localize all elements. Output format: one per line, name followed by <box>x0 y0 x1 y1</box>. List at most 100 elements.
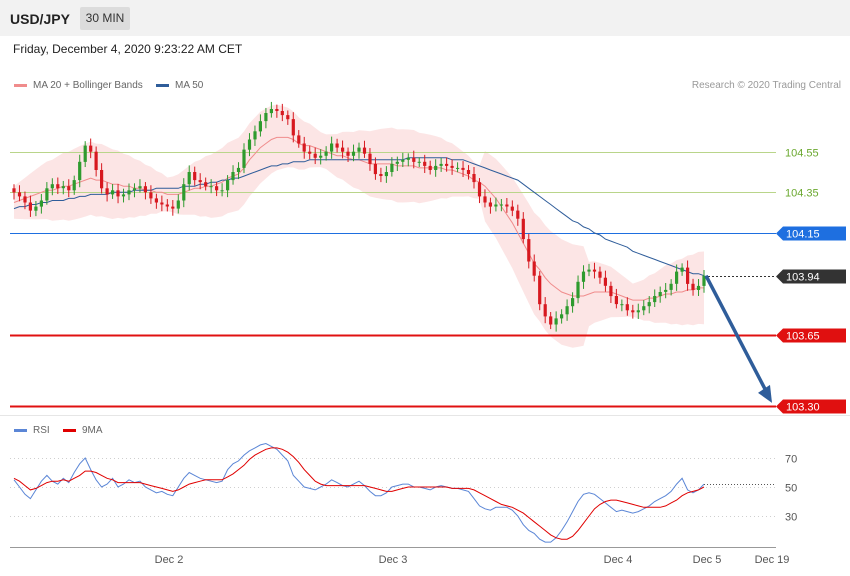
level-label-3: 103.94 <box>786 272 820 284</box>
candle-body <box>581 271 586 282</box>
candle-body <box>78 161 82 181</box>
candle-body <box>319 155 323 158</box>
ma50-swatch <box>156 84 169 87</box>
candle-body <box>247 139 252 150</box>
candle-body <box>116 190 120 197</box>
timeframe-button[interactable]: 30 MIN <box>80 7 130 30</box>
candle-body <box>187 172 191 185</box>
candle-body <box>154 198 158 203</box>
legend-ma50: MA 50 <box>156 80 203 91</box>
candle-body <box>538 275 542 305</box>
rsi-tick-30: 30 <box>785 512 797 524</box>
candle-body <box>609 285 613 297</box>
rsi-swatch <box>14 429 27 432</box>
candle-body <box>466 170 471 175</box>
symbol-label: USD/JPY <box>10 11 70 27</box>
candle-body <box>143 186 147 193</box>
ma50-legend-label: MA 50 <box>175 80 204 91</box>
time-tick-1: Dec 3 <box>379 554 408 566</box>
candle-body <box>50 184 54 189</box>
level-tag-4 <box>776 328 846 343</box>
candle-body <box>373 163 377 175</box>
candle-body <box>669 283 673 290</box>
candle-body <box>121 194 126 197</box>
candle-body <box>357 147 361 152</box>
candle-body <box>286 115 290 120</box>
candle-body <box>620 304 624 306</box>
candle-body <box>401 159 405 162</box>
candle-body <box>631 310 635 313</box>
candle-body <box>351 151 356 156</box>
forecast-arrow-head <box>758 384 772 403</box>
candle-body <box>28 202 32 211</box>
candle-body <box>220 190 224 192</box>
candle-body <box>149 192 153 199</box>
candle-body <box>472 174 476 183</box>
candle-body <box>379 174 383 176</box>
candle-body <box>275 109 279 111</box>
candle-body <box>565 306 569 315</box>
candle-body <box>330 143 334 152</box>
candle-body <box>100 170 104 189</box>
candles <box>12 101 706 332</box>
candle-body <box>368 153 372 164</box>
candle-body <box>264 113 268 122</box>
level-label-2: 104.15 <box>786 229 820 241</box>
candle-body <box>258 121 262 132</box>
candle-body <box>346 151 350 156</box>
candle-body <box>434 165 438 170</box>
ma20-legend-label: MA 20 + Bollinger Bands <box>33 80 143 91</box>
level-label-4: 103.65 <box>786 331 820 343</box>
candle-body <box>280 111 284 116</box>
legend-rsi: RSI <box>14 425 50 436</box>
candle-body <box>127 190 131 195</box>
level-tag-5 <box>776 399 846 414</box>
candle-body <box>477 182 482 197</box>
candle-body <box>549 316 553 325</box>
legend-rsi-ma9: 9MA <box>63 425 103 436</box>
candle-body <box>83 145 87 162</box>
candle-body <box>625 304 629 311</box>
candle-body <box>165 204 169 207</box>
candle-body <box>204 182 208 187</box>
candle-body <box>456 167 460 169</box>
candle-body <box>56 184 60 189</box>
candle-body <box>193 172 197 181</box>
candle-body <box>34 206 38 211</box>
candle-body <box>226 180 230 191</box>
candle-body <box>499 204 503 206</box>
candle-body <box>215 186 219 191</box>
candle-body <box>313 153 317 158</box>
candle-body <box>560 314 564 319</box>
candle-body <box>45 188 49 201</box>
candle-body <box>253 131 257 140</box>
candle-body <box>642 306 646 311</box>
header-bar: USD/JPY 30 MIN <box>0 0 850 36</box>
candle-body <box>209 186 213 188</box>
candle-body <box>576 281 580 299</box>
ma9-legend-label: 9MA <box>82 425 103 436</box>
candle-body <box>702 275 706 286</box>
rsi-legend-label: RSI <box>33 425 50 436</box>
time-tick-2: Dec 4 <box>604 554 633 566</box>
candle-body <box>636 310 640 313</box>
candle-body <box>341 147 345 152</box>
candle-body <box>450 165 454 168</box>
ma20-swatch <box>14 84 27 87</box>
candle-body <box>17 192 22 197</box>
candle-body <box>664 289 668 292</box>
candle-body <box>412 157 416 162</box>
legend-ma20: MA 20 + Bollinger Bands <box>14 80 143 91</box>
candle-body <box>423 161 427 166</box>
level-tag-3 <box>776 269 846 284</box>
candle-body <box>571 298 575 307</box>
candle-body <box>236 167 241 172</box>
chart-datetime: Friday, December 4, 2020 9:23:22 AM CET <box>13 42 243 56</box>
candle-body <box>335 143 339 148</box>
candle-body <box>308 151 312 154</box>
candle-body <box>532 261 536 276</box>
candle-body <box>658 292 662 297</box>
candle-body <box>138 186 142 189</box>
candle-body <box>647 302 651 307</box>
